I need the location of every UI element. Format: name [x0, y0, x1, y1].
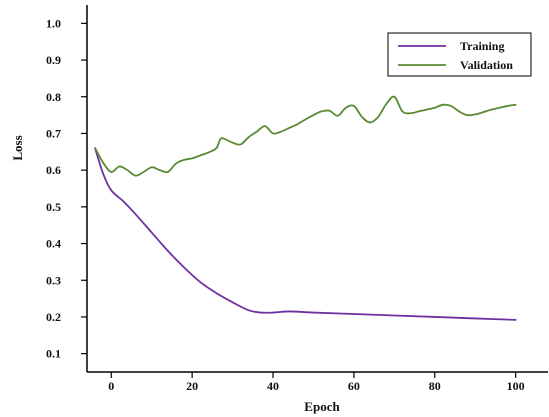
legend-label-validation: Validation: [460, 58, 513, 72]
y-tick-label: 0.1: [46, 347, 61, 361]
y-tick-label: 0.7: [46, 126, 61, 140]
x-tick-label: 0: [108, 379, 114, 393]
axes: 0.1 0.2 0.3 0.4 0.5 0.6 0.7 0.8 0.9 1.0 0 20 40 60 80 1…: [46, 5, 548, 393]
training-loss-line: [94, 147, 517, 321]
series-layer: [94, 95, 517, 321]
x-axis-title: Epoch: [304, 399, 340, 414]
y-tick-label: 0.8: [46, 90, 61, 104]
y-axis-title: Loss: [10, 135, 25, 160]
y-tick-label: 0.5: [46, 200, 61, 214]
legend-label-training: Training: [460, 39, 504, 53]
x-tick-label: 60: [348, 379, 360, 393]
y-tick-label: 1.0: [46, 16, 61, 30]
x-tick-label: 40: [267, 379, 279, 393]
y-tick-label: 0.2: [46, 310, 61, 324]
x-tick-label: 20: [186, 379, 198, 393]
x-tick-label: 80: [429, 379, 441, 393]
validation-loss-line: [94, 95, 517, 177]
legend-box: [387, 32, 532, 77]
x-tick-label: 100: [507, 379, 525, 393]
y-tick-label: 0.6: [46, 163, 61, 177]
legend: Training Validation: [387, 32, 532, 77]
y-tick-label: 0.4: [46, 237, 61, 251]
y-tick-label: 0.9: [46, 53, 61, 67]
y-tick-label: 0.3: [46, 273, 61, 287]
